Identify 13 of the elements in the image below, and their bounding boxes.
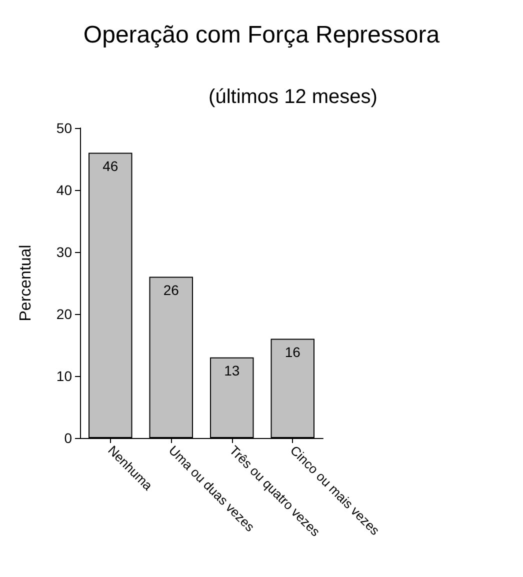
- data-label: 46: [102, 158, 118, 174]
- y-tick-label: 0: [64, 430, 72, 446]
- y-tick-label: 50: [56, 120, 72, 136]
- data-label: 26: [163, 282, 180, 298]
- y-tick-label: 40: [56, 182, 72, 198]
- y-tick-label: 10: [56, 368, 72, 384]
- y-tick-label: 20: [56, 306, 72, 322]
- data-label: 16: [284, 344, 301, 360]
- chart-subtitle: (últimos 12 meses): [208, 86, 378, 108]
- y-tick-label: 30: [56, 244, 72, 260]
- y-axis-title: Percentual: [18, 244, 34, 322]
- data-label: 13: [224, 362, 240, 378]
- chart-title: Operação com Força Repressora: [83, 22, 440, 48]
